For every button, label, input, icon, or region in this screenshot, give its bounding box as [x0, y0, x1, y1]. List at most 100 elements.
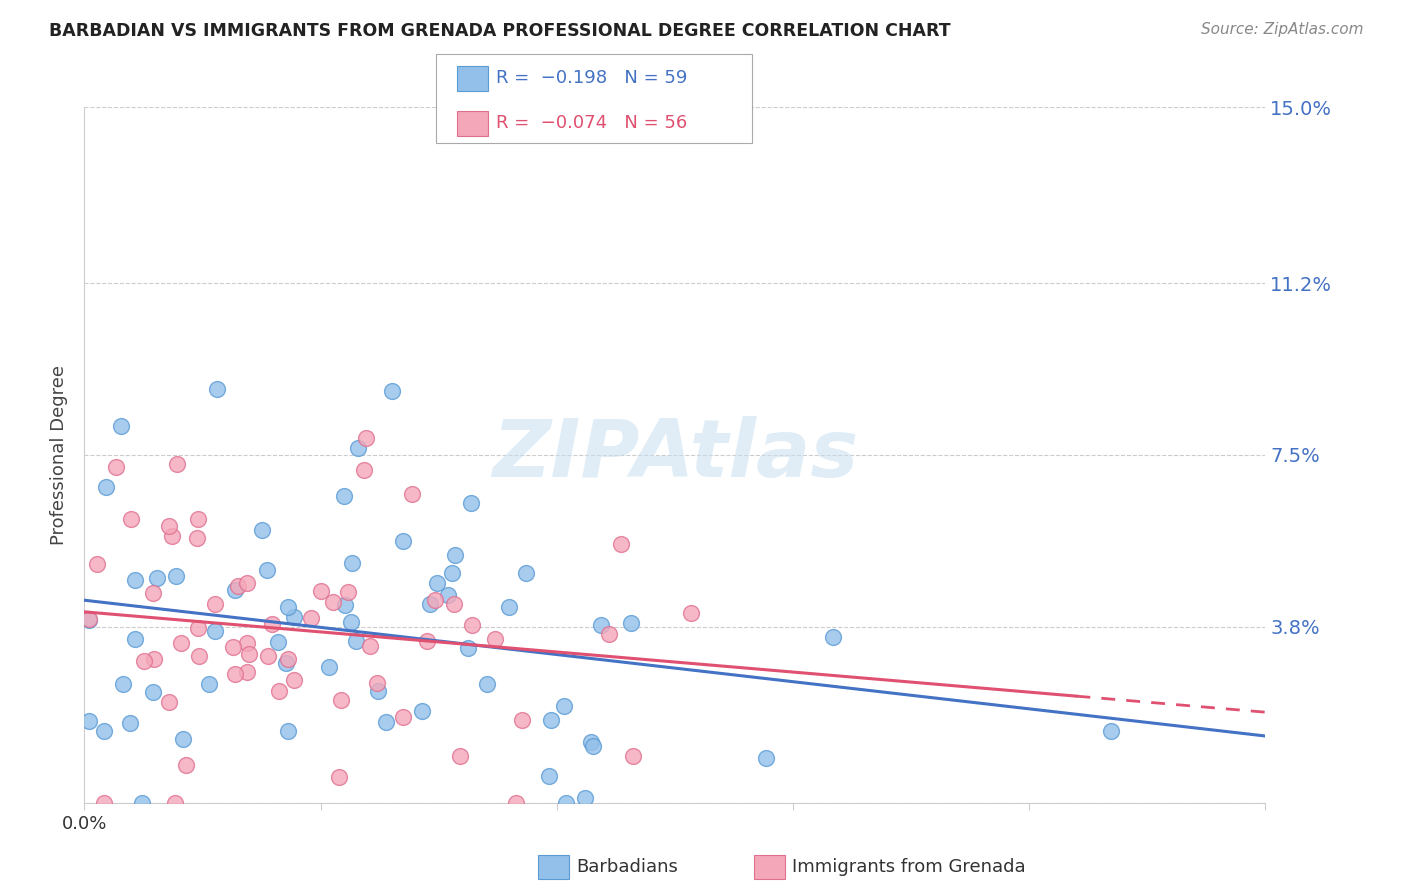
Point	[498, 600, 520, 615]
Point	[86, 557, 108, 571]
Point	[755, 751, 778, 765]
Point	[188, 648, 211, 663]
Point	[112, 676, 135, 690]
Point	[461, 618, 484, 632]
Point	[374, 715, 396, 730]
Point	[505, 796, 527, 810]
Point	[143, 652, 166, 666]
Point	[142, 585, 165, 599]
Point	[120, 512, 142, 526]
Point	[105, 459, 128, 474]
Point	[174, 757, 197, 772]
Point	[283, 610, 305, 624]
Point	[238, 647, 260, 661]
Point	[250, 523, 273, 537]
Point	[426, 575, 449, 590]
Point	[299, 610, 322, 624]
Point	[328, 770, 350, 784]
Point	[277, 652, 299, 666]
Point	[337, 585, 360, 599]
Point	[160, 529, 183, 543]
Point	[620, 616, 643, 631]
Point	[132, 654, 155, 668]
Point	[224, 583, 246, 598]
Text: R =  −0.198   N = 59: R = −0.198 N = 59	[496, 70, 688, 87]
Point	[262, 617, 284, 632]
Point	[621, 749, 644, 764]
Text: 0.0%: 0.0%	[62, 815, 107, 833]
Point	[333, 598, 356, 612]
Point	[187, 622, 209, 636]
Point	[457, 640, 479, 655]
Point	[443, 597, 465, 611]
Point	[267, 684, 290, 698]
Point	[222, 640, 245, 654]
Point	[443, 548, 465, 562]
Text: Barbadians: Barbadians	[576, 858, 678, 876]
Point	[131, 796, 153, 810]
Point	[224, 667, 246, 681]
Point	[166, 457, 188, 471]
Point	[823, 630, 845, 644]
Point	[236, 665, 259, 680]
Point	[333, 489, 356, 503]
Point	[354, 431, 377, 445]
Point	[256, 649, 278, 664]
Point	[437, 588, 460, 602]
Point	[416, 633, 439, 648]
Point	[441, 566, 464, 580]
Text: R =  −0.074   N = 56: R = −0.074 N = 56	[496, 114, 688, 132]
Point	[77, 613, 100, 627]
Point	[166, 569, 188, 583]
Point	[419, 598, 441, 612]
Point	[1099, 724, 1122, 739]
Point	[679, 606, 702, 620]
Point	[124, 632, 146, 647]
Point	[589, 618, 612, 632]
Point	[277, 599, 299, 614]
Point	[540, 713, 562, 727]
Point	[391, 710, 413, 724]
Point	[344, 634, 367, 648]
Point	[235, 575, 257, 590]
Text: Immigrants from Grenada: Immigrants from Grenada	[792, 858, 1025, 876]
Point	[77, 612, 100, 626]
Point	[142, 684, 165, 698]
Point	[93, 724, 115, 739]
Text: BARBADIAN VS IMMIGRANTS FROM GRENADA PROFESSIONAL DEGREE CORRELATION CHART: BARBADIAN VS IMMIGRANTS FROM GRENADA PRO…	[49, 22, 950, 40]
Point	[359, 640, 381, 654]
Point	[309, 584, 332, 599]
Text: ZIPAtlas: ZIPAtlas	[492, 416, 858, 494]
Point	[353, 463, 375, 477]
Point	[411, 704, 433, 718]
Point	[277, 724, 299, 739]
Point	[401, 487, 423, 501]
Point	[475, 676, 498, 690]
Point	[609, 537, 631, 551]
Point	[110, 418, 132, 433]
Point	[256, 563, 278, 577]
Point	[449, 749, 471, 764]
Point	[322, 594, 344, 608]
Point	[347, 441, 370, 455]
Point	[187, 512, 209, 526]
Point	[163, 796, 186, 810]
Point	[276, 657, 298, 671]
Point	[554, 796, 576, 810]
Point	[186, 532, 208, 546]
Point	[267, 635, 290, 649]
Point	[538, 769, 561, 783]
Point	[204, 597, 226, 611]
Point	[574, 790, 596, 805]
Point	[283, 673, 305, 687]
Point	[94, 480, 117, 494]
Point	[380, 384, 402, 398]
Point	[145, 571, 167, 585]
Point	[157, 695, 180, 709]
Y-axis label: Professional Degree: Professional Degree	[51, 365, 69, 545]
Point	[197, 677, 219, 691]
Point	[93, 796, 115, 810]
Point	[460, 496, 482, 510]
Point	[582, 739, 605, 754]
Point	[553, 699, 575, 714]
